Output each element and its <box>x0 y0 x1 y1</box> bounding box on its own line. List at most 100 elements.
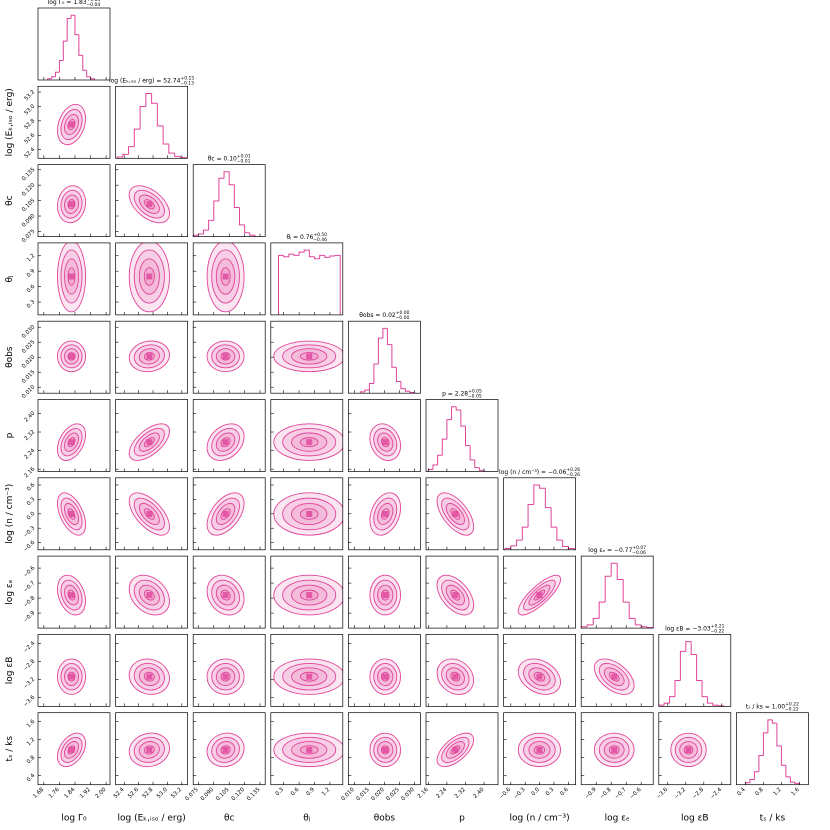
histogram-bin <box>208 219 214 231</box>
x-axis-label: tₛ / ks <box>760 814 786 824</box>
x-axis-label: log εB <box>681 814 709 824</box>
contours <box>57 658 87 695</box>
density-peak <box>222 746 229 753</box>
density-peak <box>382 439 389 446</box>
histogram-bin <box>213 200 219 221</box>
panel-frame <box>270 555 344 629</box>
panel: 0.3 0.6 0.9 1.2 θⱼ <box>5 242 111 316</box>
contours <box>517 574 562 616</box>
panel <box>192 242 266 316</box>
histogram-bin <box>391 344 397 368</box>
y-tick-label: 0.6 <box>26 283 37 294</box>
histogram-bin <box>223 171 230 179</box>
x-axis-label: log Γ₀ <box>61 814 87 824</box>
y-tick-label: 0.015 <box>21 369 37 385</box>
panel-frame <box>348 320 421 394</box>
histogram-bin <box>767 719 773 733</box>
panel-frame <box>503 634 576 707</box>
contours <box>273 492 343 536</box>
panel-frame <box>270 320 344 394</box>
panel-frame <box>37 242 111 316</box>
y-axis-label: tₛ / ks <box>5 736 15 762</box>
panel <box>192 320 266 394</box>
histogram-bin <box>640 624 648 628</box>
density-peak <box>146 673 153 680</box>
histogram-bin <box>441 438 447 456</box>
y-tick-label: −0.3 <box>23 525 37 539</box>
panel <box>192 477 266 551</box>
histogram-bin <box>329 255 336 258</box>
title-lower-error: −0.01 <box>237 159 251 165</box>
panel <box>115 164 188 237</box>
panel <box>115 320 188 394</box>
density-peak <box>382 673 389 680</box>
histogram-bin <box>288 253 294 257</box>
panel-frame <box>658 712 732 786</box>
histogram-bin <box>283 255 289 258</box>
histogram-bin <box>776 723 782 747</box>
panel: tₛ / ks = 1.00+0.22 −0.22 0.4 0.8 1.2 1.6 tₛ /… <box>736 702 809 824</box>
density-peak <box>611 673 618 680</box>
panel <box>348 477 421 551</box>
panel: 2.16 2.24 2.32 2.40 p <box>5 399 111 479</box>
panel <box>348 399 421 472</box>
contours <box>369 574 402 616</box>
contours <box>57 423 87 461</box>
histogram-bin <box>478 467 485 472</box>
histogram-bin <box>128 146 135 155</box>
title-upper-error: +0.01 <box>237 154 251 160</box>
density-peak <box>222 273 229 280</box>
x-axis-label: log εₑ <box>605 814 630 824</box>
contours <box>206 574 245 616</box>
x-tick-label: −0.3 <box>513 787 527 801</box>
density-peak <box>306 353 313 360</box>
y-tick-label: −0.6 <box>23 565 37 579</box>
panel <box>115 634 188 707</box>
histogram-bin <box>562 540 569 548</box>
x-tick-label: 0.4 <box>736 787 747 798</box>
y-axis-label: θobs <box>5 346 15 368</box>
x-axis-label: θc <box>224 814 235 824</box>
x-tick-label: −2.4 <box>710 787 724 801</box>
panel <box>503 555 576 629</box>
panel-frame <box>348 477 421 551</box>
panel <box>192 634 266 707</box>
density-peak <box>68 273 75 280</box>
x-tick-label: 1.92 <box>79 787 92 800</box>
contours <box>593 732 635 768</box>
panel-frame <box>348 712 421 786</box>
histogram-bin <box>669 696 675 704</box>
histogram-bin <box>74 15 79 36</box>
panel-title: p = 2.28+0.05 −0.05 <box>442 389 482 400</box>
contours <box>57 242 87 313</box>
histogram-bin <box>377 337 383 365</box>
contours <box>670 732 707 768</box>
histogram-bin <box>122 153 129 158</box>
y-tick-label: 1.6 <box>26 719 37 730</box>
histogram-bin <box>319 254 325 259</box>
panel: log εB = −3.03+0.21 −0.22 <box>658 623 732 707</box>
x-tick-label: 0.135 <box>246 787 262 803</box>
panel <box>115 555 188 629</box>
x-axis-label: log (n / cm⁻³) <box>510 814 570 824</box>
histogram-bin <box>771 719 777 724</box>
density-peak <box>382 592 389 599</box>
x-tick-label: 2.24 <box>435 787 448 800</box>
histogram-bin <box>674 679 681 697</box>
histogram-bin <box>527 503 534 528</box>
panel-title: log εₑ = −0.77+0.07 −0.06 <box>588 545 646 556</box>
panel: log (n / cm⁻³) = −0.06+0.26 −0.26 <box>499 467 580 551</box>
contours <box>128 340 170 373</box>
density-peak <box>68 439 75 446</box>
density-peak <box>452 673 459 680</box>
panel <box>270 477 344 551</box>
contours <box>436 658 475 695</box>
y-axis-label: log εB <box>5 657 15 685</box>
histogram-bin <box>544 488 552 509</box>
panel: 0.4 0.8 1.2 1.6 tₛ / ks 1.68 1.76 1.84 1.92 2.00 l… <box>5 712 111 824</box>
x-tick-label: 0.9 <box>305 787 316 798</box>
y-tick-label: 0.4 <box>26 773 37 784</box>
histogram-bin <box>521 526 529 541</box>
